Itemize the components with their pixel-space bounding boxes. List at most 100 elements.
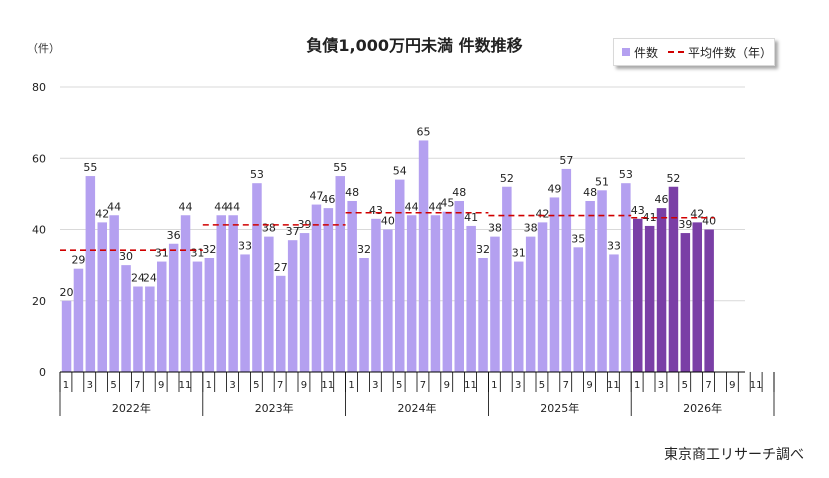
month-tick-label: 9: [301, 380, 307, 391]
bar-value-label: 55: [333, 161, 347, 174]
bar: [359, 258, 369, 372]
bar-value-label: 44: [214, 200, 228, 213]
bar: [109, 215, 119, 372]
bar-value-label: 48: [583, 186, 597, 199]
bar-value-label: 40: [702, 215, 716, 228]
bar: [395, 179, 405, 372]
month-tick-label: 3: [372, 380, 378, 391]
month-tick-label: 9: [729, 380, 735, 391]
legend-line-swatch: [668, 51, 685, 53]
month-tick-label: 11: [750, 380, 763, 391]
bar: [668, 186, 679, 372]
bar-value-label: 44: [107, 200, 121, 213]
bar-value-label: 38: [262, 222, 276, 235]
month-tick-label: 7: [563, 380, 569, 391]
bar-value-label: 38: [488, 222, 502, 235]
chart-legend: 件数 平均件数（年）: [613, 38, 775, 66]
bar: [121, 265, 131, 372]
bar: [418, 140, 429, 372]
bar-value-label: 54: [393, 165, 407, 178]
bar: [514, 261, 524, 372]
bar-value-label: 44: [428, 200, 442, 213]
bar-value-label: 55: [83, 161, 97, 174]
month-tick-label: 1: [491, 380, 497, 391]
month-tick-label: 5: [396, 380, 402, 391]
bar-value-label: 44: [179, 200, 193, 213]
bar: [371, 218, 381, 372]
month-tick-label: 3: [515, 380, 521, 391]
year-label: 2026年: [683, 401, 722, 415]
bar: [490, 236, 500, 372]
bar-value-label: 53: [619, 168, 633, 181]
bar: [311, 204, 322, 372]
bar-value-label: 31: [512, 247, 526, 260]
bar-value-label: 39: [678, 218, 692, 231]
source-note: 東京商工リサーチ調べ: [664, 447, 804, 463]
bar-value-label: 30: [119, 250, 133, 263]
bar: [430, 215, 441, 372]
bar: [157, 261, 167, 372]
bar-value-label: 44: [226, 200, 240, 213]
year-label: 2022年: [112, 401, 151, 415]
bar-value-label: 52: [666, 172, 680, 185]
bar-value-label: 33: [607, 239, 621, 252]
chart-title: 負債1,000万円未満 件数推移: [306, 36, 523, 55]
bar-value-label: 20: [60, 286, 74, 299]
bar: [704, 229, 714, 372]
month-tick-label: 11: [464, 380, 477, 391]
month-tick-label: 1: [63, 380, 69, 391]
bar: [133, 286, 143, 372]
bar: [561, 168, 572, 372]
bar-value-label: 31: [155, 247, 169, 260]
month-tick-label: 9: [158, 380, 164, 391]
bar-value-label: 32: [202, 243, 216, 256]
month-tick-label: 1: [634, 380, 640, 391]
bar: [609, 254, 619, 372]
bar: [406, 215, 417, 372]
month-tick-label: 3: [87, 380, 93, 391]
legend-line-label: 平均件数（年）: [688, 45, 773, 60]
bar-value-label: 52: [500, 172, 514, 185]
legend-bar-label: 件数: [634, 45, 659, 60]
bar-value-label: 32: [476, 243, 490, 256]
bar: [228, 215, 238, 372]
bar: [478, 258, 488, 372]
bar-value-label: 42: [95, 207, 109, 220]
bar: [680, 233, 691, 372]
y-tick-label: 60: [32, 152, 46, 165]
bar-value-label: 46: [321, 193, 335, 206]
year-label: 2024年: [398, 401, 437, 415]
bar: [323, 208, 334, 372]
y-tick-label: 0: [39, 366, 46, 379]
bar: [656, 208, 667, 372]
bar: [240, 254, 250, 372]
month-tick-label: 11: [607, 380, 620, 391]
bar-value-label: 51: [595, 175, 609, 188]
bar: [168, 243, 179, 372]
bar-value-label: 44: [405, 200, 419, 213]
bar: [287, 240, 298, 372]
month-tick-label: 11: [321, 380, 334, 391]
bar-value-label: 38: [524, 222, 538, 235]
bar: [192, 261, 203, 372]
bar: [97, 222, 107, 372]
month-tick-label: 5: [110, 380, 116, 391]
month-tick-label: 1: [348, 380, 354, 391]
month-tick-label: 3: [658, 380, 664, 391]
bar: [383, 229, 393, 372]
month-tick-label: 5: [682, 380, 688, 391]
y-axis-unit: （件）: [27, 42, 60, 55]
month-tick-label: 7: [134, 380, 140, 391]
month-tick-label: 5: [539, 380, 545, 391]
bar-value-label: 40: [381, 215, 395, 228]
bar-value-label: 43: [369, 204, 383, 217]
bar-value-label: 49: [547, 182, 561, 195]
bar: [299, 233, 310, 372]
bar-value-label: 29: [71, 254, 85, 267]
bar-value-label: 57: [559, 154, 573, 167]
bar: [644, 225, 655, 372]
month-tick-label: 1: [206, 380, 212, 391]
bar-value-label: 32: [357, 243, 371, 256]
year-label: 2023年: [255, 401, 294, 415]
